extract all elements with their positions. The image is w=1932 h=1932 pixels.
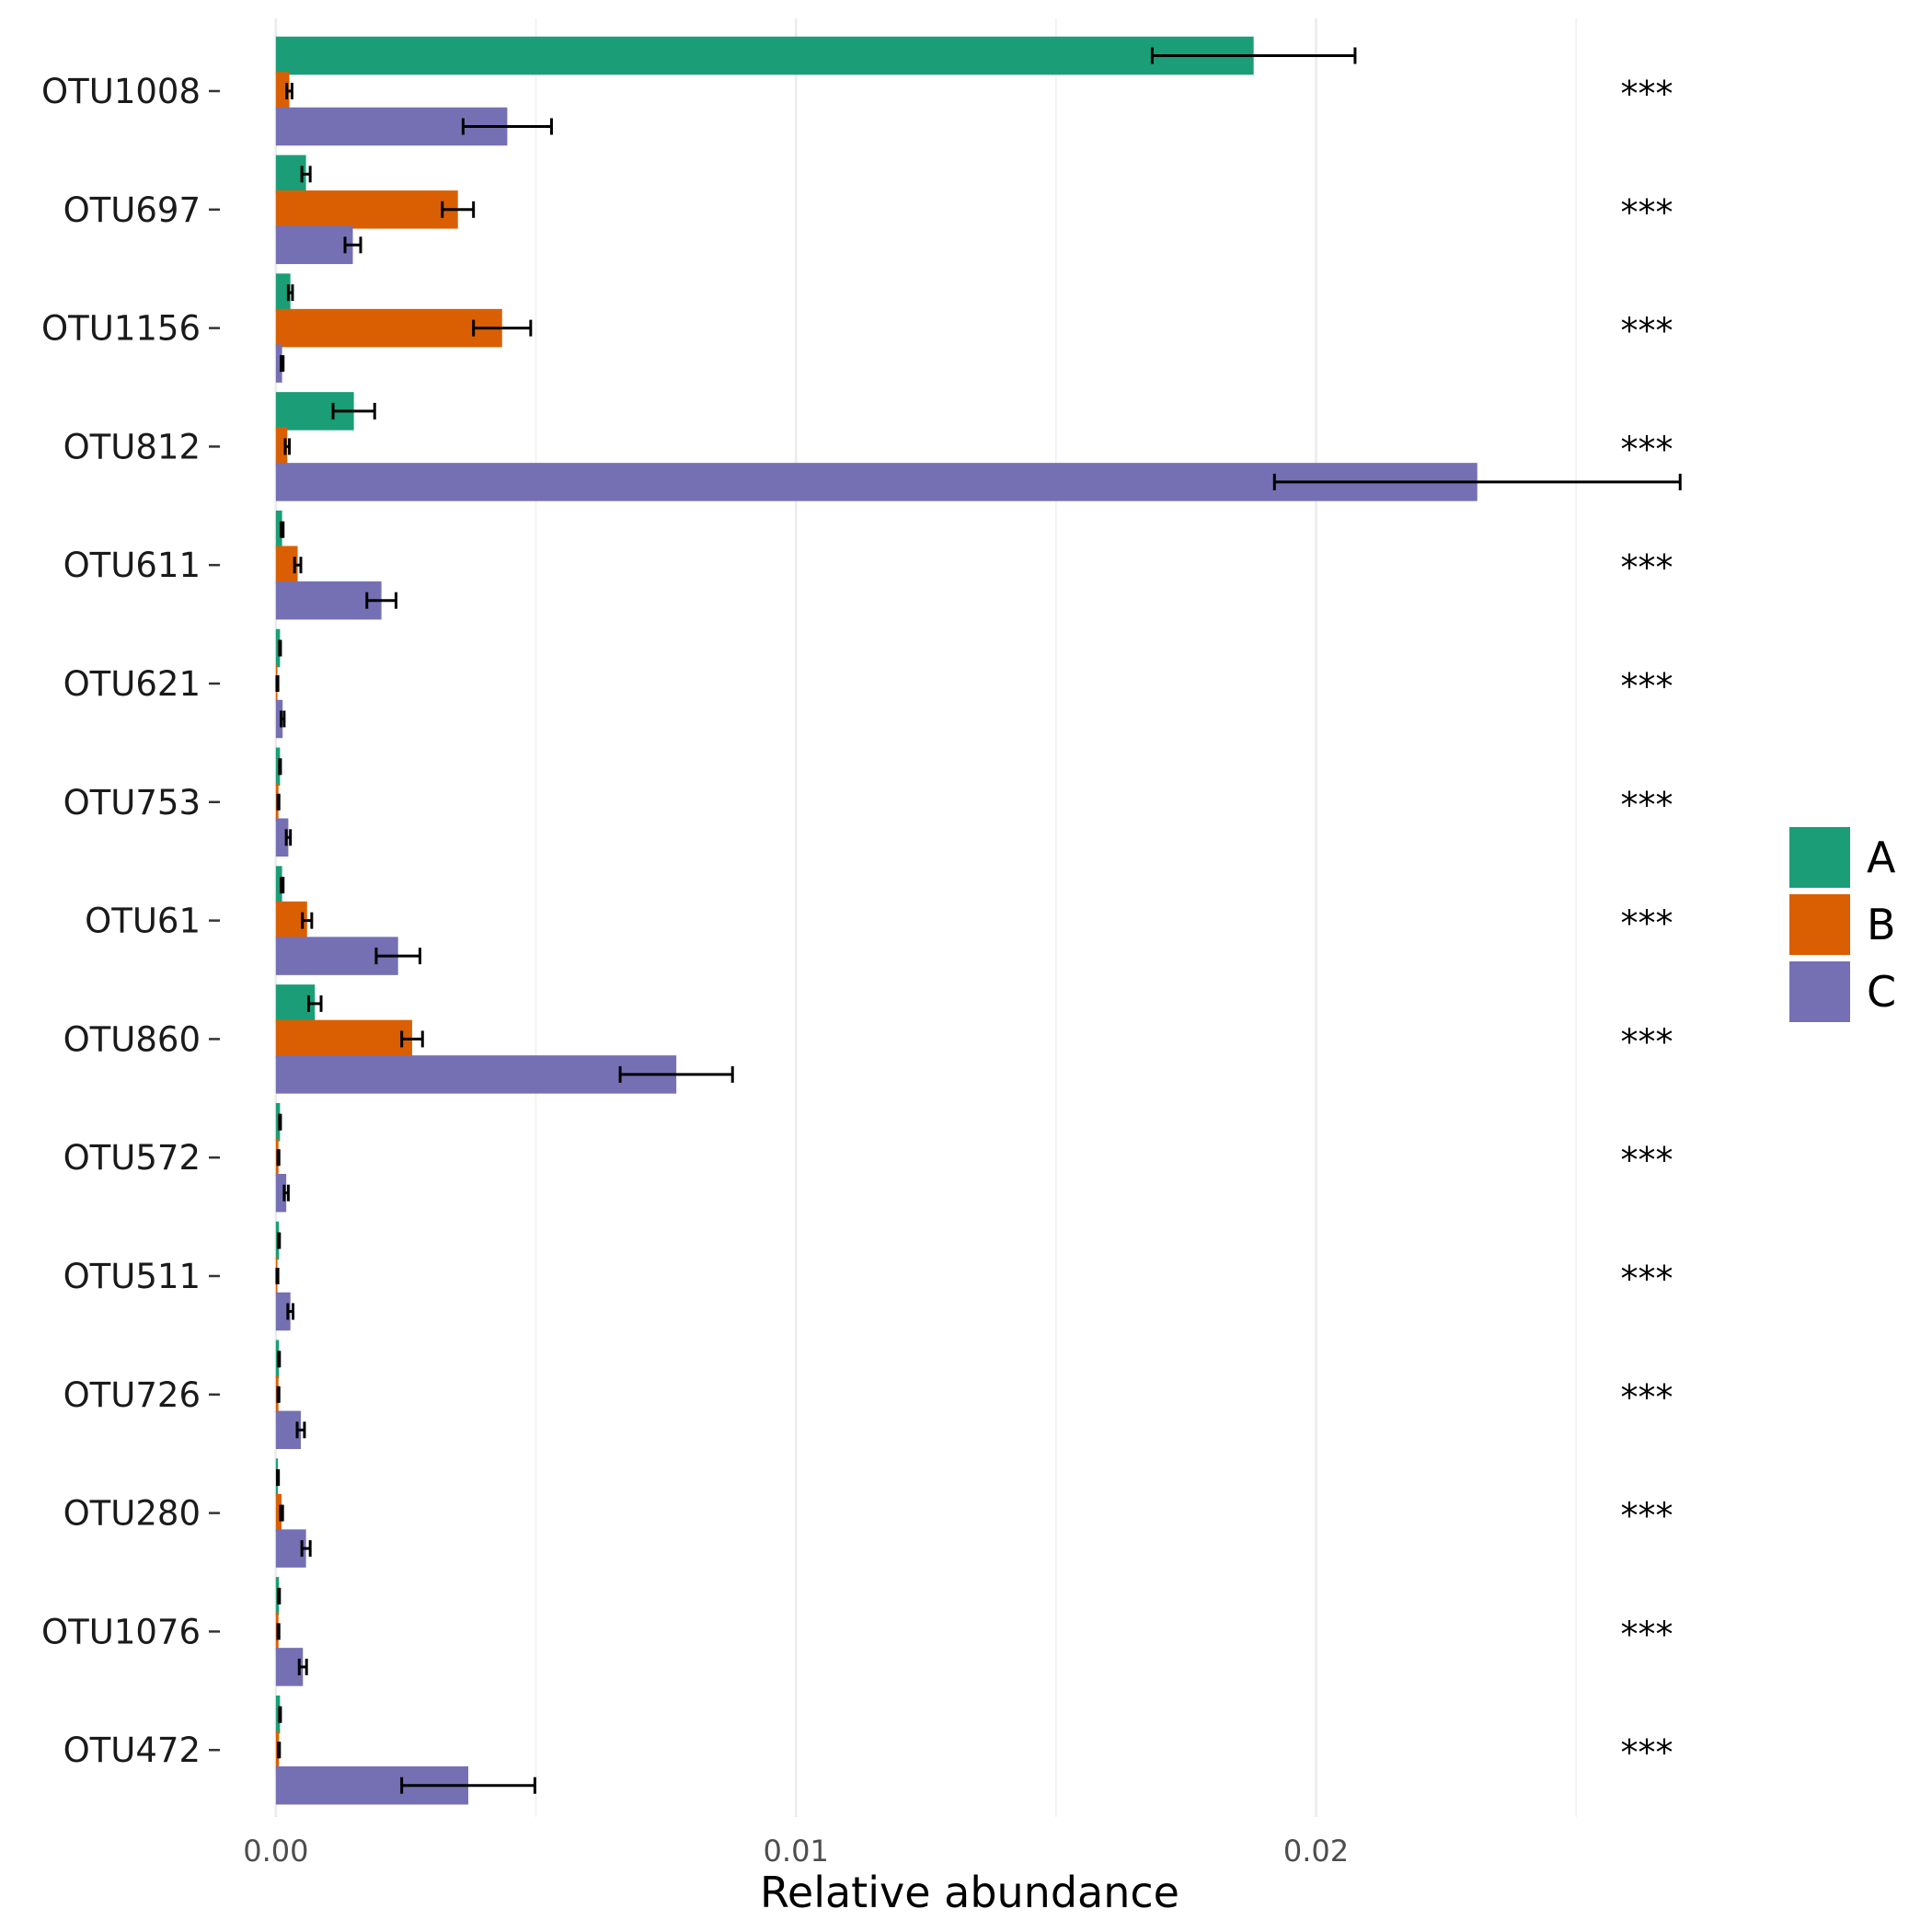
bar-C-OTU611 [275,581,382,620]
significance-label: *** [1621,1140,1673,1180]
legend-label: B [1867,900,1896,949]
legend-key-C [1789,961,1850,1022]
bar-A-OTU611 [275,510,282,549]
y-tick-label: OTU1076 [41,1612,201,1651]
y-tick-label: OTU726 [63,1375,201,1415]
y-tick-label: OTU753 [63,783,201,822]
bar-A-OTU572 [275,1102,281,1142]
y-tick-label: OTU472 [63,1731,201,1770]
y-tick-label: OTU697 [63,190,201,230]
bar-C-OTU572 [275,1173,287,1213]
x-tick-label: 0.00 [243,1834,308,1869]
y-tick-label: OTU860 [63,1019,201,1059]
x-tick-label: 0.02 [1283,1834,1349,1869]
significance-label: *** [1621,903,1673,944]
significance-label: *** [1621,1732,1673,1773]
bar-B-OTU1008 [275,72,290,110]
x-axis: 0.00 0.01 0.02 [243,1834,1349,1869]
bar-B-OTU1156 [275,308,502,348]
bar-A-OTU753 [275,747,281,787]
legend-key-A [1789,827,1850,888]
bar-C-OTU753 [275,818,289,857]
significance-label: *** [1621,74,1673,114]
y-tick-label: OTU812 [63,427,201,466]
bar-A-OTU1008 [275,36,1254,75]
bar-B-OTU812 [275,427,288,466]
bar-B-OTU697 [275,190,458,229]
bar-A-OTU61 [275,866,282,904]
y-tick-label: OTU280 [63,1494,201,1534]
y-axis: OTU1008 OTU697 OTU1156 OTU812 OTU611 OTU621 OT… [41,72,220,1770]
bar-C-OTU621 [275,699,283,739]
bar-B-OTU611 [275,546,298,584]
y-tick-label: OTU621 [63,664,201,704]
y-tick-label: OTU1156 [41,309,201,349]
bar-C-OTU511 [275,1292,291,1331]
grid-lines [274,18,1577,1817]
bars [275,36,1478,1805]
significance-label: *** [1621,1496,1673,1536]
significance-label: *** [1621,192,1673,233]
legend-label: A [1867,833,1896,882]
y-tick-label: OTU611 [63,546,201,585]
significance-label: *** [1621,1021,1673,1062]
bar-C-OTU697 [275,225,353,265]
bar-B-OTU860 [275,1019,412,1059]
legend-key-B [1789,894,1850,955]
error-bars [275,47,1682,1794]
bar-C-OTU1156 [275,344,282,383]
bar-B-OTU280 [275,1493,282,1533]
y-tick-label: OTU61 [85,902,201,941]
y-tick-label: OTU1008 [41,72,201,111]
significance-label: *** [1621,429,1673,469]
y-tick-label: OTU511 [63,1257,201,1296]
x-axis-title: Relative abundance [760,1868,1179,1917]
significance-label: *** [1621,1377,1673,1418]
significance-label: *** [1621,1259,1673,1299]
significance-label: *** [1621,785,1673,825]
significance-label: *** [1621,666,1673,707]
significance-label: *** [1621,547,1673,588]
legend-label: C [1867,967,1896,1017]
significance-label: *** [1621,1614,1673,1654]
bar-A-OTU621 [275,628,281,668]
bar-C-OTU860 [275,1055,677,1094]
legend: ABC [1789,827,1896,1022]
y-tick-label: OTU572 [63,1138,201,1178]
bar-A-OTU472 [275,1695,281,1734]
significance-labels: *** *** *** *** *** *** *** *** *** *** *** *** *** *… [1621,74,1673,1773]
bar-A-OTU1156 [275,273,291,312]
x-tick-label: 0.01 [764,1834,829,1869]
significance-label: *** [1621,311,1673,351]
